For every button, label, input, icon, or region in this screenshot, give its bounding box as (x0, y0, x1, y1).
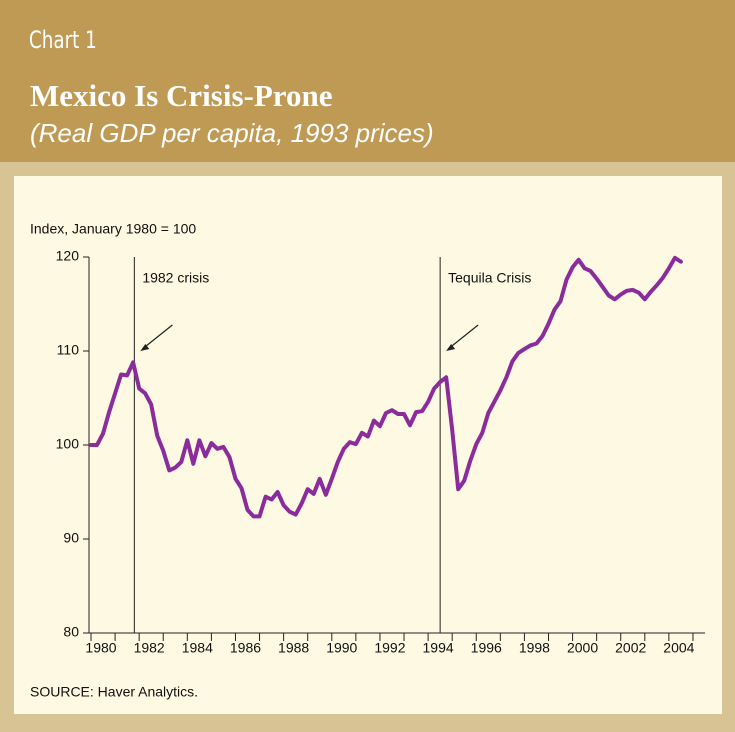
y-axis-label: Index, January 1980 = 100 (30, 221, 196, 237)
chart-subtitle: (Real GDP per capita, 1993 prices) (30, 118, 434, 148)
plot-area: 80 90 100 110 120 1980 1982 1984 1986 1988 1990 199… (56, 248, 705, 656)
x-tick-label: 1998 (519, 640, 550, 656)
x-tick-label: 1994 (423, 640, 454, 656)
event-label: 1982 crisis (142, 270, 209, 286)
x-tick-label: 1996 (471, 640, 502, 656)
y-tick-label: 120 (56, 248, 80, 264)
x-tick-label: 1988 (278, 640, 309, 656)
x-tick-label: 1990 (326, 640, 357, 656)
x-tick-label: 1984 (182, 640, 213, 656)
x-tick-label: 2000 (567, 640, 598, 656)
x-tick-label: 2002 (615, 640, 646, 656)
y-tick-label: 80 (63, 624, 79, 640)
event-arrowhead (446, 344, 456, 351)
event-label: Tequila Crisis (448, 270, 531, 286)
y-tick-label: 100 (56, 436, 80, 452)
plot-panel (14, 176, 722, 714)
y-tick-label: 90 (63, 530, 79, 546)
data-line (89, 255, 683, 519)
x-tick-label: 1992 (374, 640, 405, 656)
x-tick-label: 1982 (134, 640, 165, 656)
chart-label: Chart 1 (29, 26, 97, 54)
event-arrow (447, 324, 479, 350)
header-band (0, 0, 735, 162)
y-tick-label: 110 (57, 342, 80, 358)
chart-title: Mexico Is Crisis-Prone (30, 78, 332, 113)
x-tick-label: 2004 (663, 640, 694, 656)
x-tick-label: 1980 (85, 640, 116, 656)
event-arrowhead (140, 344, 150, 351)
event-arrow (141, 324, 173, 350)
source-note: SOURCE: Haver Analytics. (30, 684, 198, 700)
x-tick-label: 1986 (230, 640, 261, 656)
